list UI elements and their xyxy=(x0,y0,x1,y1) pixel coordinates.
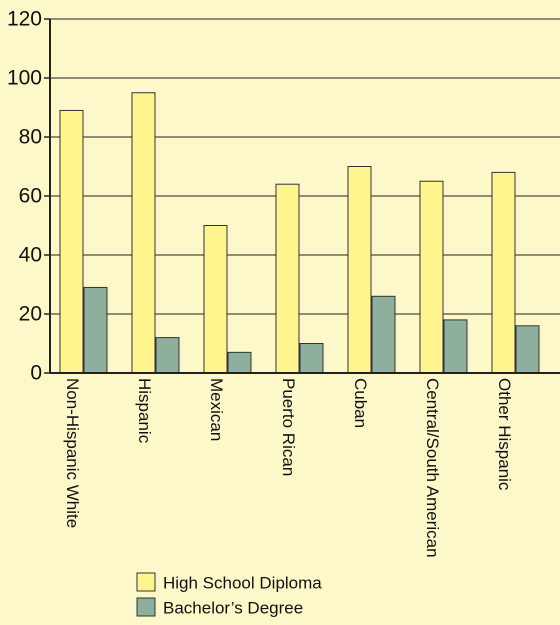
y-tick-label: 120 xyxy=(7,8,42,31)
x-axis-category-labels: Non-Hispanic White Hispanic Mexican Puerto … xyxy=(63,378,514,558)
bar-high-school-diploma xyxy=(203,225,228,374)
legend-swatch-bachelors-degree xyxy=(136,597,156,617)
bars xyxy=(59,92,540,374)
bar-bachelors-degree xyxy=(371,295,396,374)
axes xyxy=(49,19,560,374)
x-category-label: Mexican xyxy=(207,378,226,441)
x-category-label: Non-Hispanic White xyxy=(63,378,82,528)
y-axis-tick-labels: 0 20 40 60 80 100 120 xyxy=(7,8,42,385)
y-tick-label: 100 xyxy=(7,67,42,90)
bar-bachelors-degree xyxy=(515,325,540,374)
x-category-label: Cuban xyxy=(351,378,370,428)
legend-swatch-high-school-diploma xyxy=(136,572,156,592)
bar-bachelors-degree xyxy=(227,351,252,374)
x-category-label: Central/South American xyxy=(423,378,442,558)
bar-bachelors-degree xyxy=(155,337,180,374)
y-tick-label: 0 xyxy=(30,362,42,385)
bar-high-school-diploma xyxy=(419,180,444,374)
bar-high-school-diploma xyxy=(59,109,84,374)
x-category-label: Puerto Rican xyxy=(279,378,298,476)
x-category-label: Other Hispanic xyxy=(495,378,514,491)
bar-high-school-diploma xyxy=(347,166,372,374)
x-category-label: Hispanic xyxy=(135,378,154,444)
y-tick-label: 80 xyxy=(19,126,42,149)
legend-label-high-school-diploma: High School Diploma xyxy=(163,574,322,593)
legend: High School Diploma Bachelor’s Degree xyxy=(136,572,322,618)
y-tick-label: 20 xyxy=(19,303,42,326)
bar-high-school-diploma xyxy=(491,171,516,374)
y-tick-label: 40 xyxy=(19,244,42,267)
bar-high-school-diploma xyxy=(131,92,156,374)
gridlines xyxy=(44,18,560,374)
bar-bachelors-degree xyxy=(443,319,468,374)
legend-label-bachelors-degree: Bachelor’s Degree xyxy=(163,599,303,618)
bar-high-school-diploma xyxy=(275,183,300,374)
bar-bachelors-degree xyxy=(299,343,324,374)
bar-bachelors-degree xyxy=(83,286,108,374)
y-tick-label: 60 xyxy=(19,185,42,208)
